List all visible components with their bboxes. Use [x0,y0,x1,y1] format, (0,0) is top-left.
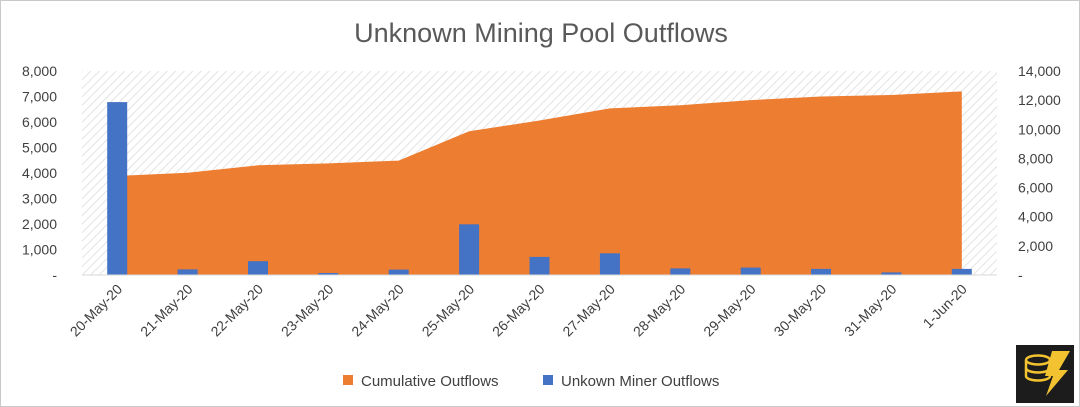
coin-lightning-logo-icon [1016,345,1074,403]
x-tick-label: 25-May-20 [419,281,478,340]
miner-outflow-bar [459,224,480,275]
miner-outflow-bar [529,256,550,275]
x-tick-label: 1-Jun-20 [920,281,971,332]
x-tick-label: 23-May-20 [278,281,337,340]
miner-outflow-bar [107,102,128,275]
right-tick-label: 2,000 [1018,238,1053,254]
left-tick-label: 7,000 [22,89,57,105]
legend-label-miner: Unkown Miner Outflows [561,373,719,390]
miner-outflow-bar [740,267,761,275]
right-tick-label: 8,000 [1018,150,1053,166]
miner-outflow-bar [811,268,831,275]
x-tick-label: 20-May-20 [67,281,126,340]
left-tick-label: 8,000 [22,63,57,79]
x-tick-label: 26-May-20 [489,281,548,340]
cumulative-outflows-area [117,91,962,276]
miner-outflow-bar [248,261,268,275]
miner-outflow-bar [951,268,972,275]
left-tick-label: 6,000 [22,114,57,130]
right-tick-label: 4,000 [1018,209,1053,225]
right-tick-label: - [1018,267,1023,283]
x-axis-ticks: 20-May-20 21-May-20 22-May-20 23-May-20 24-M… [67,281,970,340]
left-tick-label: 4,000 [22,165,57,181]
miner-outflow-bar [670,268,691,275]
left-tick-label: 1,000 [22,242,57,258]
miner-outflow-bar [177,269,198,275]
miner-outflow-bar [881,272,902,275]
x-tick-label: 30-May-20 [771,281,830,340]
chart-title: Unknown Mining Pool Outflows [354,18,728,48]
legend: Cumulative Outflows Unkown Miner Outflow… [343,373,719,390]
x-tick-label: 22-May-20 [207,281,266,340]
x-tick-label: 27-May-20 [559,281,618,340]
legend-label-cumulative: Cumulative Outflows [361,373,499,390]
right-tick-label: 10,000 [1018,121,1061,137]
right-tick-label: 6,000 [1018,180,1053,196]
cumulative-area-layer [117,91,962,276]
left-tick-label: 3,000 [22,191,57,207]
left-tick-label: 5,000 [22,140,57,156]
x-tick-label: 21-May-20 [137,281,196,340]
left-axis-ticks: - 1,000 2,000 3,000 4,000 5,000 6,000 7,000 8,00… [22,63,57,283]
miner-outflow-bar [388,269,409,275]
x-tick-label: 24-May-20 [348,281,407,340]
x-tick-label: 31-May-20 [841,281,900,340]
miner-outflow-bar [318,273,339,275]
right-tick-label: 14,000 [1018,63,1061,79]
bar-layer [107,102,972,275]
right-tick-label: 12,000 [1018,92,1061,108]
left-tick-label: - [52,267,57,283]
left-tick-label: 2,000 [22,216,57,232]
x-tick-label: 29-May-20 [700,281,759,340]
x-tick-label: 28-May-20 [630,281,689,340]
legend-swatch-miner [543,375,553,385]
right-axis-ticks: - 2,000 4,000 6,000 8,000 10,000 12,000 14,000 [1018,63,1061,283]
miner-outflow-bar [599,253,620,275]
legend-swatch-cumulative [343,375,353,385]
